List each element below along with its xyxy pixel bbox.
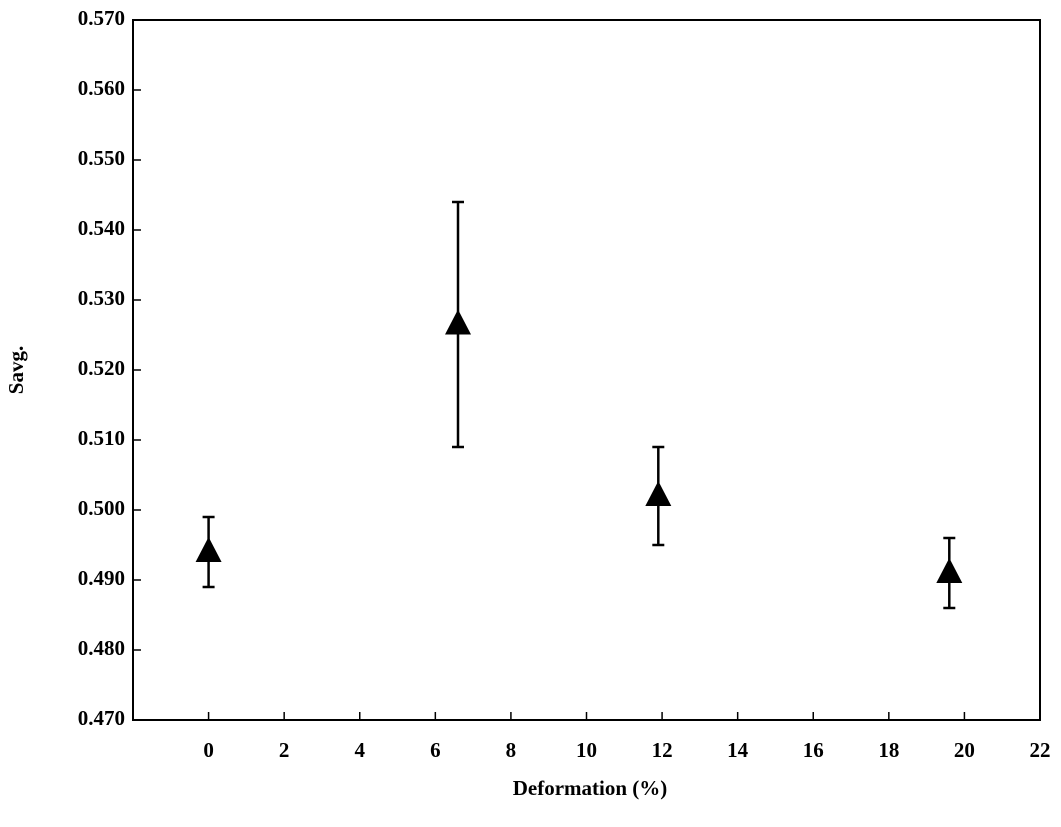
- marker: [936, 558, 963, 583]
- x-tick-label: 20: [954, 738, 975, 762]
- y-tick-label: 0.480: [78, 636, 125, 660]
- x-tick-label: 16: [803, 738, 824, 762]
- x-tick-label: 8: [506, 738, 517, 762]
- x-axis-label: Deformation (%): [513, 776, 668, 800]
- y-tick-label: 0.500: [78, 496, 125, 520]
- x-tick-label: 2: [279, 738, 290, 762]
- marker: [445, 309, 472, 335]
- y-axis-label: Savg.: [4, 346, 28, 394]
- y-tick-label: 0.540: [78, 216, 125, 240]
- y-tick-label: 0.550: [78, 146, 125, 170]
- x-tick-label: 4: [355, 738, 366, 762]
- y-tick-label: 0.470: [78, 706, 125, 730]
- x-tick-label: 6: [430, 738, 441, 762]
- y-tick-label: 0.510: [78, 426, 125, 450]
- x-tick-label: 10: [576, 738, 597, 762]
- x-tick-label: 12: [652, 738, 673, 762]
- x-tick-label: 0: [203, 738, 214, 762]
- x-tick-label: 14: [727, 738, 749, 762]
- y-tick-label: 0.560: [78, 76, 125, 100]
- y-tick-label: 0.570: [78, 6, 125, 30]
- y-tick-label: 0.530: [78, 286, 125, 310]
- x-tick-label: 22: [1030, 738, 1051, 762]
- marker: [645, 481, 672, 506]
- x-tick-label: 18: [878, 738, 899, 762]
- y-tick-label: 0.490: [78, 566, 125, 590]
- y-tick-label: 0.520: [78, 356, 125, 380]
- plot-frame: [132, 19, 1041, 721]
- marker: [195, 537, 222, 562]
